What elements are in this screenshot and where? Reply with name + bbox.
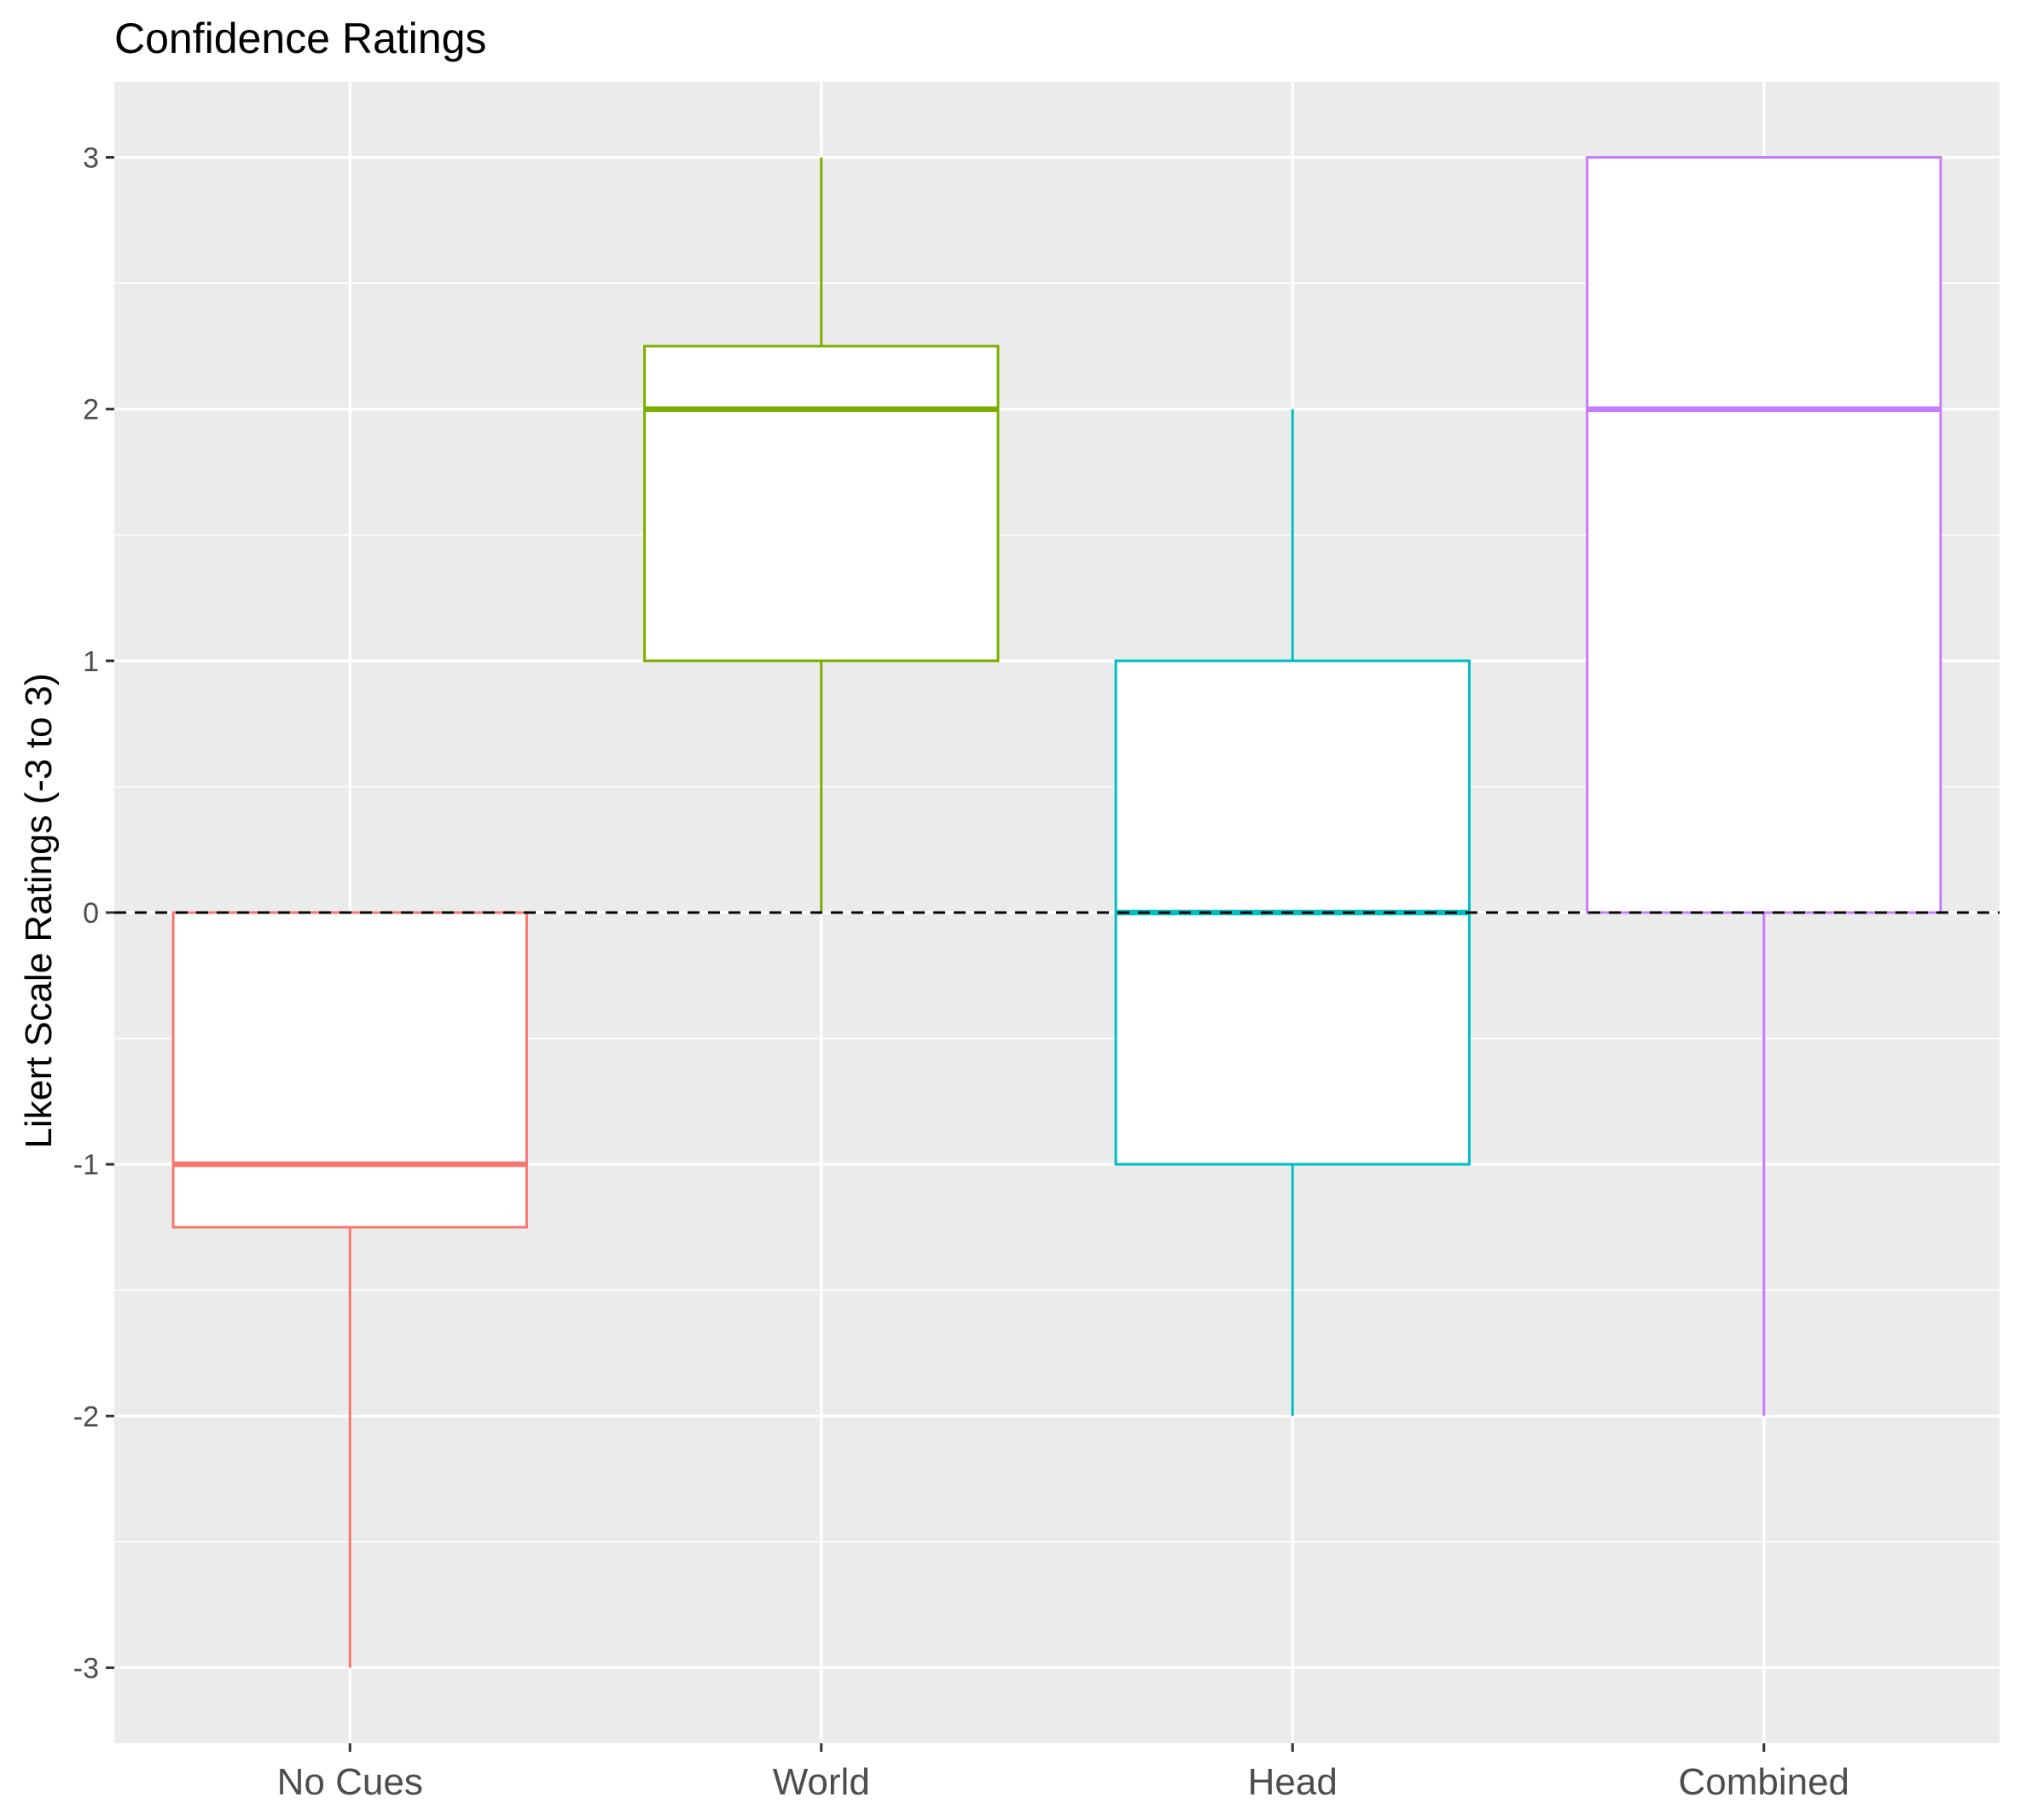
box-iqr <box>1586 156 1942 914</box>
x-tick-label: Combined <box>1678 1761 1849 1803</box>
y-axis-label: Likert Scale Ratings (-3 to 3) <box>18 673 60 1149</box>
y-tick-label: -2 <box>73 1400 99 1433</box>
y-tick-label: 3 <box>83 142 99 175</box>
box-iqr <box>171 911 528 1229</box>
x-tick-label: No Cues <box>277 1761 423 1803</box>
y-tick-label: -1 <box>73 1149 99 1181</box>
y-tick-label: 2 <box>83 394 99 426</box>
x-tick-label: World <box>773 1761 870 1803</box>
chart-title: Confidence Ratings <box>114 14 486 62</box>
x-tick-label: Head <box>1248 1761 1338 1803</box>
y-tick-label: -3 <box>73 1652 99 1684</box>
y-tick-label: 0 <box>83 897 99 930</box>
box-iqr <box>643 345 1000 663</box>
plot-area: -3 -2 -1 0 1 2 3 No Cues World Head Combined <box>73 82 2000 1803</box>
y-tick-label: 1 <box>83 646 99 678</box>
